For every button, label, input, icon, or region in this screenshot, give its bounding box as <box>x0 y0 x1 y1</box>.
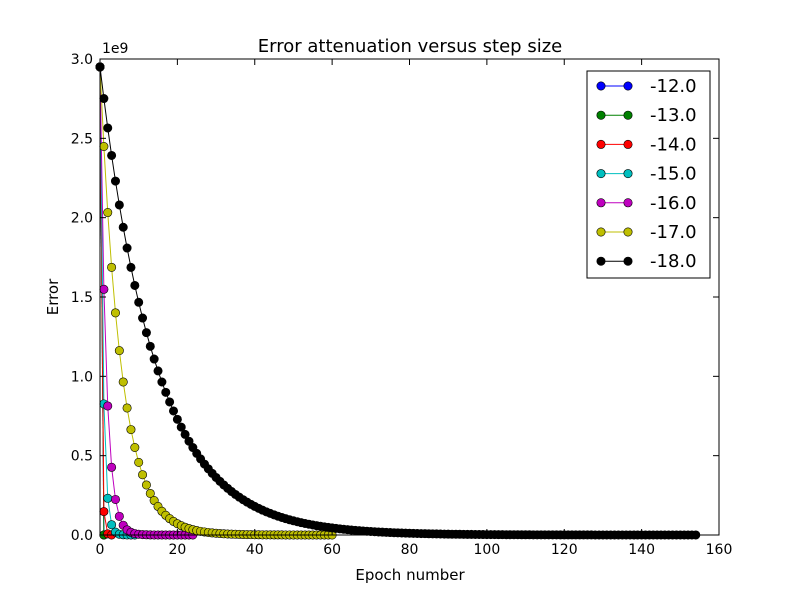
data-point <box>134 457 144 467</box>
legend-marker <box>596 227 606 237</box>
data-point <box>103 208 113 218</box>
legend-marker <box>623 198 633 208</box>
legend-entry: -13.0 <box>596 105 697 126</box>
legend-entry: -15.0 <box>596 164 697 185</box>
data-point <box>138 470 148 480</box>
data-point <box>157 377 167 387</box>
data-point <box>103 123 113 133</box>
x-tick-label: 60 <box>323 542 341 558</box>
data-point <box>99 284 109 294</box>
data-point <box>114 200 124 210</box>
series--16.0 <box>95 62 198 540</box>
x-tick-label: 120 <box>551 542 578 558</box>
x-axis-label: Epoch number <box>355 566 465 584</box>
legend-marker <box>596 256 606 266</box>
data-point <box>114 346 124 356</box>
legend-label: -13.0 <box>650 105 697 126</box>
data-point <box>161 387 171 397</box>
legend-marker <box>596 139 606 149</box>
chart-title: Error attenuation versus step size <box>258 36 562 57</box>
data-point <box>99 94 109 104</box>
legend-marker <box>623 139 633 149</box>
legend-marker <box>623 81 633 91</box>
x-tick-label: 80 <box>401 542 419 558</box>
series-line <box>99 66 135 536</box>
legend-entry: -17.0 <box>596 222 697 243</box>
legend-entry: -16.0 <box>596 193 697 214</box>
data-point <box>110 176 120 186</box>
legend-label: -17.0 <box>650 222 697 243</box>
series--15.0 <box>95 62 140 540</box>
axes-layer: 0 20 40 60 80 100 120 140 160 0.0 0.5 1.0 1.5 2.0 2.5 3… <box>71 52 733 558</box>
data-point <box>118 222 128 232</box>
data-point <box>110 494 120 504</box>
legend-marker <box>623 110 633 120</box>
y-tick-label: 1.0 <box>71 369 93 385</box>
x-tick-label: 40 <box>246 542 264 558</box>
data-point <box>141 328 151 338</box>
y-axis-label: Error <box>44 278 62 315</box>
legend-marker <box>623 256 633 266</box>
x-tick-label: 0 <box>96 542 105 558</box>
data-point <box>107 520 117 530</box>
y-tick-label: 2.0 <box>71 211 93 227</box>
y-tick-label: 1.5 <box>71 290 93 306</box>
data-point <box>145 488 155 498</box>
legend-marker <box>596 169 606 179</box>
data-point <box>138 313 148 323</box>
data-point <box>145 341 155 351</box>
data-point <box>99 142 109 152</box>
x-tick-label: 100 <box>474 542 501 558</box>
data-point <box>126 262 136 272</box>
data-point <box>122 403 132 413</box>
y-offset-label: 1e9 <box>102 41 128 57</box>
legend-label: -12.0 <box>650 76 697 97</box>
legend-label: -18.0 <box>650 251 697 272</box>
legend-entry: -14.0 <box>596 134 697 155</box>
x-tick-label: 160 <box>706 542 733 558</box>
series--17.0 <box>95 62 337 540</box>
data-point <box>107 462 117 472</box>
data-point <box>126 425 136 435</box>
data-point <box>103 493 113 503</box>
legend-label: -15.0 <box>650 164 697 185</box>
legend-marker <box>596 110 606 120</box>
data-point <box>165 397 175 407</box>
data-point <box>134 297 144 307</box>
legend-marker <box>596 81 606 91</box>
legend-marker <box>623 169 633 179</box>
legend-marker <box>623 227 633 237</box>
data-point <box>103 401 113 411</box>
data-point <box>107 262 117 272</box>
legend-marker <box>596 198 606 208</box>
y-tick-label: 2.5 <box>71 131 93 147</box>
data-point <box>169 406 179 416</box>
data-point <box>118 377 128 387</box>
data-point <box>176 422 186 432</box>
legend-label: -14.0 <box>650 134 697 155</box>
legend-entry: -12.0 <box>596 76 697 97</box>
legend-entry: -18.0 <box>596 251 697 272</box>
data-point <box>122 243 132 253</box>
data-point <box>180 429 190 439</box>
data-point <box>153 366 163 376</box>
data-point <box>114 511 124 521</box>
legend: -12.0 -13.0 -14.0 -15.0 -16.0 -17.0 -18.0 <box>586 70 711 279</box>
legend-label: -16.0 <box>650 193 697 214</box>
legend-frame <box>586 70 711 279</box>
y-tick-label: 0.5 <box>71 449 93 465</box>
y-tick-label: 0.0 <box>71 528 93 544</box>
data-point <box>130 442 140 452</box>
data-point <box>110 308 120 318</box>
data-point <box>130 280 140 290</box>
data-point <box>172 414 182 424</box>
data-point <box>107 150 117 160</box>
data-point <box>141 480 151 490</box>
y-tick-label: 3.0 <box>71 52 93 68</box>
x-tick-label: 20 <box>168 542 186 558</box>
data-point <box>149 354 159 364</box>
x-tick-label: 140 <box>628 542 655 558</box>
data-point <box>99 507 109 517</box>
